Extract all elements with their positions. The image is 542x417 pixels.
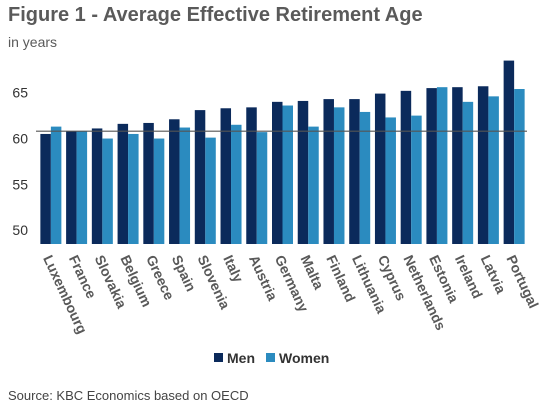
y-tick-label: 60 [12,131,28,147]
bar-women-greece [153,138,165,244]
y-tick-label: 65 [12,85,28,101]
legend-label-women: Women [279,350,329,366]
bar-men-slovenia [194,110,206,244]
bar-men-finland [323,99,334,244]
y-tick-label: 50 [12,222,28,238]
bar-women-estonia [436,87,448,245]
x-tick-label: Italy [220,253,246,285]
bar-women-france [76,131,88,244]
bar-men-france [66,131,77,244]
bar-women-latvia [488,96,499,244]
bar-men-malta [297,100,309,244]
bar-men-estonia [426,88,437,244]
bar-men-portugal [503,60,515,245]
chart-subtitle: in years [8,34,58,50]
bar-men-cyprus [374,93,386,244]
bar-women-germany [282,105,293,245]
legend-label-men: Men [227,350,255,366]
legend-swatch-men [214,353,223,362]
bar-men-germany [272,101,283,244]
bar-women-italy [231,124,242,244]
bar-men-slovakia [91,128,103,244]
source-note: Source: KBC Economics based on OECD [8,388,249,403]
bar-men-luxembourg [40,133,51,244]
bar-women-ireland [462,101,474,244]
bar-women-slovenia [205,137,216,244]
bar-men-italy [220,108,232,245]
bar-women-netherlands [411,115,422,244]
bar-women-slovakia [102,138,113,244]
bar-women-spain [179,127,191,244]
bar-men-latvia [477,86,489,244]
bar-women-portugal [514,89,525,244]
bar-men-belgium [117,123,129,244]
chart-title: Figure 1 - Average Effective Retirement … [8,4,423,26]
bar-men-netherlands [400,90,412,244]
x-tick-label: Portugal [503,253,541,311]
bar-women-belgium [128,133,139,244]
bar-women-lithuania [359,111,371,244]
bar-women-luxembourg [50,126,62,244]
bar-men-austria [246,107,257,244]
bar-women-finland [333,107,345,244]
bar-men-lithuania [349,99,360,244]
bar-men-ireland [452,87,463,245]
bar-women-austria [256,132,268,244]
legend-swatch-women [266,353,275,362]
bar-women-cyprus [385,117,396,244]
bar-men-greece [143,122,154,244]
y-tick-label: 55 [12,176,28,192]
bar-women-malta [308,126,319,244]
bar-men-spain [169,119,180,244]
